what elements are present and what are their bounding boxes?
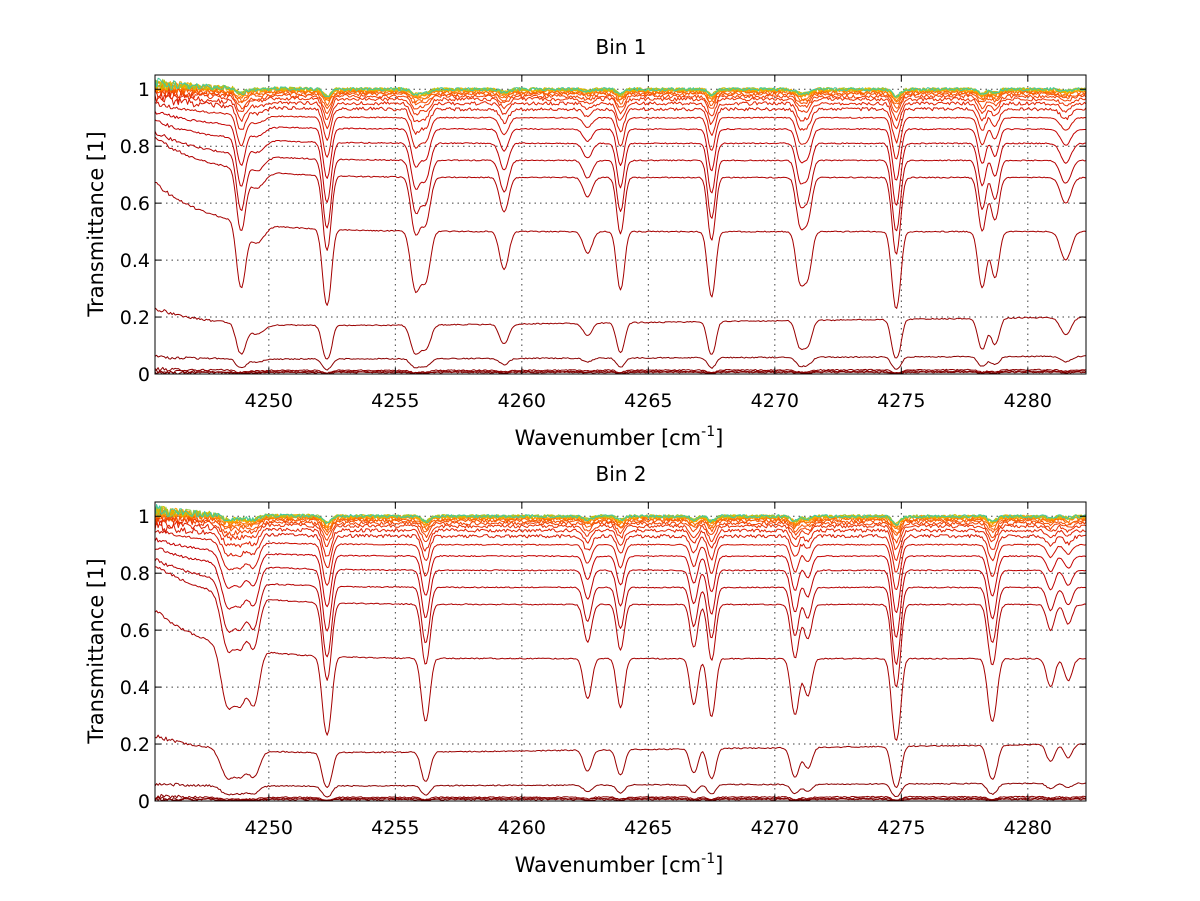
spectrum-series xyxy=(155,101,1086,160)
spectrum-series xyxy=(155,91,1086,130)
spectrum-series xyxy=(155,354,1086,371)
x-tick-label: 4280 xyxy=(1004,390,1052,412)
x-tick-label: 4280 xyxy=(1004,817,1052,839)
y-axis-label: Transmittance [1] xyxy=(84,558,108,744)
x-tick-label: 4275 xyxy=(877,817,925,839)
spectrum-series xyxy=(155,793,1086,801)
spectrum-series xyxy=(155,307,1086,360)
x-tick-label: 4255 xyxy=(371,817,419,839)
x-tick-label: 4250 xyxy=(245,390,293,412)
chart-title: Bin 2 xyxy=(595,462,646,486)
y-tick-label: 0.2 xyxy=(120,307,150,329)
spectrum-series xyxy=(155,734,1086,788)
x-axis-label: Wavenumber [cm-1] xyxy=(515,851,724,877)
y-tick-label: 0 xyxy=(138,364,150,386)
y-tick-label: 1 xyxy=(138,79,150,101)
chart-panel-bin-1: Bin 1 4250 4255 4260 4265 4270 4275 4280 0 0.2 0.… xyxy=(84,35,1087,450)
spectrum-series xyxy=(155,130,1086,232)
spectrum-series xyxy=(155,529,1086,590)
spectrum-series xyxy=(155,182,1086,309)
spectrum-series xyxy=(155,84,1086,122)
plot-frame xyxy=(154,74,1087,375)
y-tick-label: 0.6 xyxy=(120,620,150,642)
x-tick-label: 4250 xyxy=(245,817,293,839)
spectrum-series xyxy=(155,119,1086,206)
y-tick-label: 0.8 xyxy=(120,563,150,585)
y-axis-label: Transmittance [1] xyxy=(84,131,108,317)
spectrum-series xyxy=(155,509,1086,534)
x-tick-label: 4265 xyxy=(624,817,672,839)
spectrum-series xyxy=(155,511,1086,551)
spectrum-series xyxy=(155,94,1086,144)
y-tick-label: 0.8 xyxy=(120,136,150,158)
spectrum-series xyxy=(155,507,1086,529)
x-tick-label: 4255 xyxy=(371,390,419,412)
spectrum-series xyxy=(155,537,1086,613)
y-tick-label: 0.6 xyxy=(120,193,150,215)
spectrum-series xyxy=(155,610,1086,741)
spectrum-series xyxy=(155,84,1086,110)
x-tick-label: 4270 xyxy=(751,390,799,412)
spectrum-series xyxy=(155,782,1086,798)
spectrum-series xyxy=(155,512,1086,544)
plot-frame xyxy=(154,501,1087,802)
spectrum-series xyxy=(155,110,1086,181)
spectrum-series xyxy=(155,515,1086,561)
y-tick-label: 0.2 xyxy=(120,734,150,756)
x-tick-label: 4260 xyxy=(498,390,546,412)
x-tick-label: 4275 xyxy=(877,390,925,412)
spectrum-series xyxy=(155,77,1086,98)
y-tick-label: 0.4 xyxy=(120,250,150,272)
chart-panel-bin-2: Bin 2 4250 4255 4260 4265 4270 4275 4280 0 0.2 0.… xyxy=(84,462,1087,877)
spectrum-series xyxy=(155,558,1086,665)
spectrum-series xyxy=(155,136,1086,255)
spectrum-series xyxy=(155,366,1086,374)
x-tick-label: 4270 xyxy=(751,817,799,839)
spectrum-series xyxy=(155,547,1086,638)
x-tick-label: 4265 xyxy=(624,390,672,412)
chart-title: Bin 1 xyxy=(595,35,646,59)
spectrum-series xyxy=(155,519,1086,573)
y-tick-label: 1 xyxy=(138,506,150,528)
spectrum-series xyxy=(155,796,1086,801)
spectrum-series xyxy=(155,510,1086,536)
spectrum-series xyxy=(155,504,1086,526)
x-axis-label: Wavenumber [cm-1] xyxy=(515,424,724,450)
x-tick-label: 4260 xyxy=(498,817,546,839)
spectrum-series xyxy=(155,566,1086,688)
y-tick-label: 0.4 xyxy=(120,677,150,699)
y-tick-label: 0 xyxy=(138,791,150,813)
